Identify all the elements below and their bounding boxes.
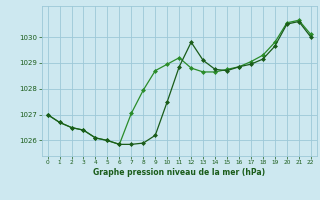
X-axis label: Graphe pression niveau de la mer (hPa): Graphe pression niveau de la mer (hPa) — [93, 168, 265, 177]
